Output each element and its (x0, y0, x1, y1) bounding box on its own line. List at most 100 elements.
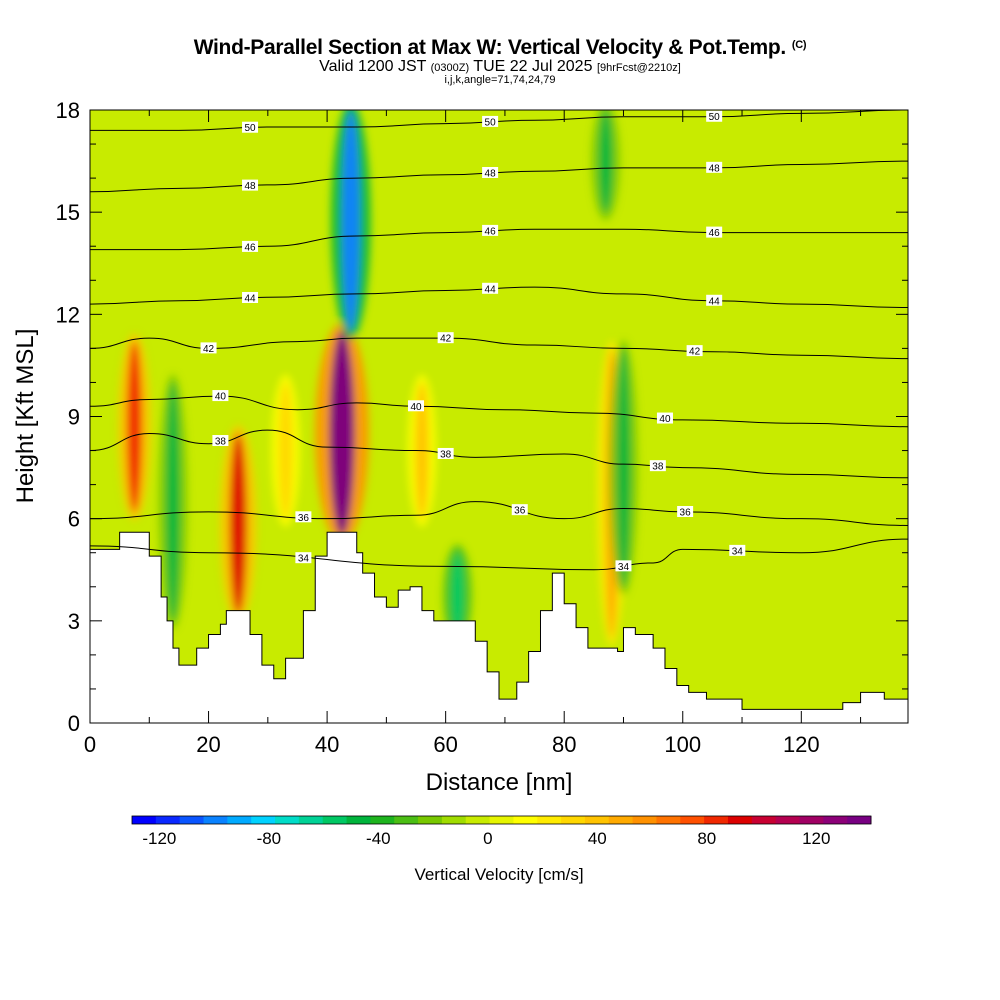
isentrope-label-bg (706, 161, 723, 173)
colorbar-swatch (608, 816, 634, 824)
colorbar-swatch (656, 816, 681, 824)
isentrope-label: 38 (440, 449, 452, 460)
isentrope-label-bg (511, 504, 528, 516)
y-tick-label: 9 (68, 405, 80, 430)
isentrope-label: 40 (659, 414, 671, 425)
isentrope-label-bg (615, 560, 632, 572)
y-tick-label: 15 (56, 200, 80, 225)
colorbar-swatch (704, 816, 729, 824)
downdraft-core (166, 382, 180, 621)
colorbar-swatch (584, 816, 610, 824)
isentrope-label-bg (242, 121, 259, 133)
colorbar-swatch (203, 816, 228, 824)
isentrope-label-bg (212, 390, 229, 402)
colorbar-swatch (775, 816, 800, 824)
isentrope-42 (90, 337, 908, 360)
isentrope-label-bg (729, 544, 746, 556)
x-tick-label: 40 (315, 732, 339, 757)
isentrope-label-bg (656, 412, 673, 424)
isentrope-label: 42 (440, 334, 452, 345)
x-tick-label: 100 (664, 732, 701, 757)
colorbar-tick-label: 80 (697, 829, 716, 848)
forecast-info: [9hrFcst@2210z] (596, 62, 681, 74)
isentrope-label-bg (200, 342, 217, 354)
colorbar: -120 -80 -40 0 40 80 120 (131, 815, 872, 848)
chart-title-line: Wind-Parallel Section at Max W: Vertical… (0, 36, 1000, 60)
isentrope-label: 50 (244, 123, 256, 134)
colorbar-swatch (322, 816, 348, 824)
colorbar-swatch (275, 816, 300, 824)
isentrope-label: 50 (709, 112, 721, 123)
isentrope-label: 40 (410, 402, 422, 413)
isentrope-label: 34 (732, 546, 744, 557)
colorbar-swatch (799, 816, 824, 824)
updraft-core (329, 331, 355, 536)
downdraft-core (341, 110, 361, 332)
colorbar-swatch (561, 816, 586, 824)
isentrope-label-bg (649, 460, 666, 472)
isentrope-label-bg (212, 435, 229, 447)
colorbar-swatch (465, 816, 491, 824)
colorbar-title: Vertical Velocity [cm/s] (414, 865, 583, 884)
copyright-mark: (C) (791, 39, 807, 51)
colorbar-swatch (823, 816, 848, 824)
isentrope-label-bg (706, 226, 723, 238)
colorbar-swatch (680, 816, 705, 824)
colorbar-swatch (727, 816, 753, 824)
isentrope-label: 42 (203, 344, 215, 355)
isentrope-label: 34 (298, 554, 310, 565)
isentrope-34 (90, 538, 908, 571)
y-axis-title: Height [Kft MSL] (12, 329, 39, 504)
valid-prefix: Valid 1200 JST (319, 58, 427, 75)
isentrope-label: 44 (485, 284, 497, 295)
isentrope-label-bg (437, 332, 454, 344)
isentrope-label-bg (242, 240, 259, 252)
isentrope-label: 46 (485, 226, 497, 237)
colorbar-swatch (155, 816, 181, 824)
colorbar-swatch (394, 816, 419, 824)
isentrope-label-bg (482, 115, 499, 127)
colorbar-swatch (847, 816, 872, 824)
x-axis-title: Distance [nm] (426, 769, 573, 796)
valid-date: TUE 22 Jul 2025 (473, 58, 593, 75)
chart-title: Wind-Parallel Section at Max W: Vertical… (193, 36, 787, 59)
terrain-mask (90, 531, 908, 723)
colorbar-swatch (632, 816, 657, 824)
chart-header: Wind-Parallel Section at Max W: Vertical… (0, 36, 1000, 86)
isentrope-label-bg (242, 179, 259, 191)
isentrope-label: 48 (485, 169, 497, 180)
y-tick-label: 18 (56, 98, 80, 123)
colorbar-swatch (513, 816, 538, 824)
isentrope-label: 44 (709, 296, 721, 307)
valid-utc: (0300Z) (430, 62, 470, 74)
isentrope-label-bg (706, 110, 723, 122)
colorbar-swatch (537, 816, 562, 824)
isentrope-40 (90, 395, 908, 428)
index-info: i,j,k,angle=71,74,24,79 (444, 74, 556, 86)
isentrope-label: 50 (485, 117, 497, 128)
isentrope-label: 36 (680, 507, 692, 518)
isentrope-label-bg (295, 552, 312, 564)
x-tick-label: 80 (552, 732, 576, 757)
updraft-core (126, 341, 142, 512)
colorbar-swatch (132, 816, 157, 824)
isentrope-label-bg (295, 511, 312, 523)
colorbar-swatch (179, 816, 205, 824)
colorbar-swatch (370, 816, 395, 824)
isentrope-label: 40 (215, 392, 227, 403)
colorbar-swatch (298, 816, 324, 824)
colorbar-swatch (251, 816, 276, 824)
updraft-core (278, 382, 293, 519)
isentrope-label-bg (482, 167, 499, 179)
isentrope-38 (90, 429, 908, 479)
x-tick-label: 0 (84, 732, 96, 757)
colorbar-tick-label: 0 (483, 829, 492, 848)
colorbar-swatch (441, 816, 467, 824)
isentrope-label-bg (437, 447, 454, 459)
x-tick-label: 120 (783, 732, 820, 757)
isentrope-label: 46 (244, 242, 256, 253)
valid-time-line: Valid 1200 JST (0300Z) TUE 22 Jul 2025 [… (0, 59, 1000, 76)
isentrope-label-bg (482, 282, 499, 294)
